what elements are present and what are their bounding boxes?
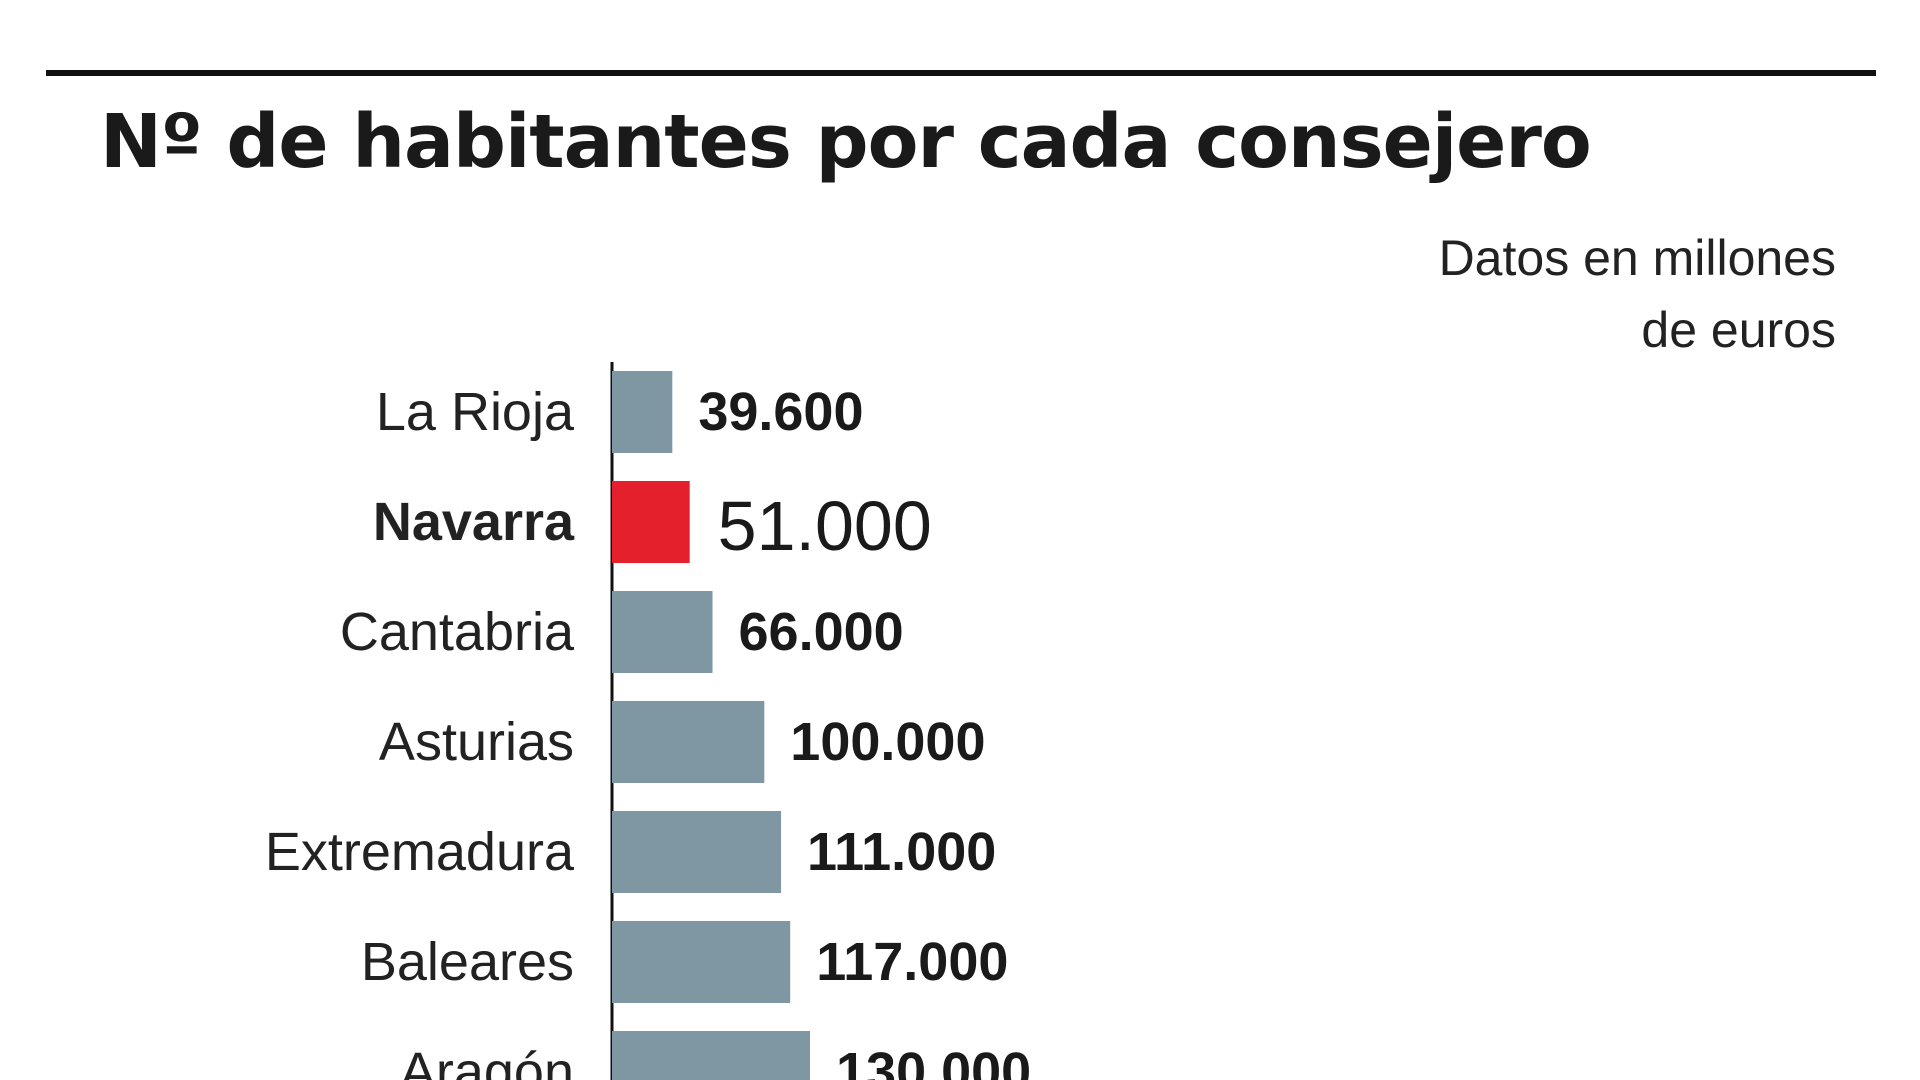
category-label-4: Extremadura [265, 822, 575, 882]
value-label-5: 117.000 [816, 932, 1008, 992]
bar-2 [612, 591, 713, 673]
category-label-6: Aragón [400, 1042, 574, 1080]
bar-5 [612, 921, 791, 1003]
chart-title: Nº de habitantes por cada consejero [100, 99, 1592, 185]
value-label-1: 51.000 [718, 487, 932, 565]
bar-4 [612, 811, 782, 893]
subtitle-line-2: de euros [1641, 302, 1836, 358]
bar-1 [612, 481, 690, 563]
bar-3 [612, 701, 765, 783]
category-label-5: Baleares [361, 932, 574, 992]
value-label-0: 39.600 [698, 382, 863, 442]
bar-6 [612, 1031, 810, 1080]
category-label-3: Asturias [379, 712, 574, 772]
value-label-6: 130.000 [836, 1042, 1031, 1080]
bar-0 [612, 371, 673, 453]
category-label-2: Cantabria [340, 602, 575, 662]
category-label-0: La Rioja [376, 382, 575, 442]
category-label-1: Navarra [373, 492, 575, 552]
value-label-3: 100.000 [790, 712, 985, 772]
subtitle-line-1: Datos en millones [1438, 230, 1836, 286]
chart-subtitle: Datos en millones de euros [1236, 222, 1836, 366]
value-label-2: 66.000 [739, 602, 904, 662]
value-label-4: 111.000 [807, 822, 996, 882]
top-rule [46, 70, 1876, 76]
